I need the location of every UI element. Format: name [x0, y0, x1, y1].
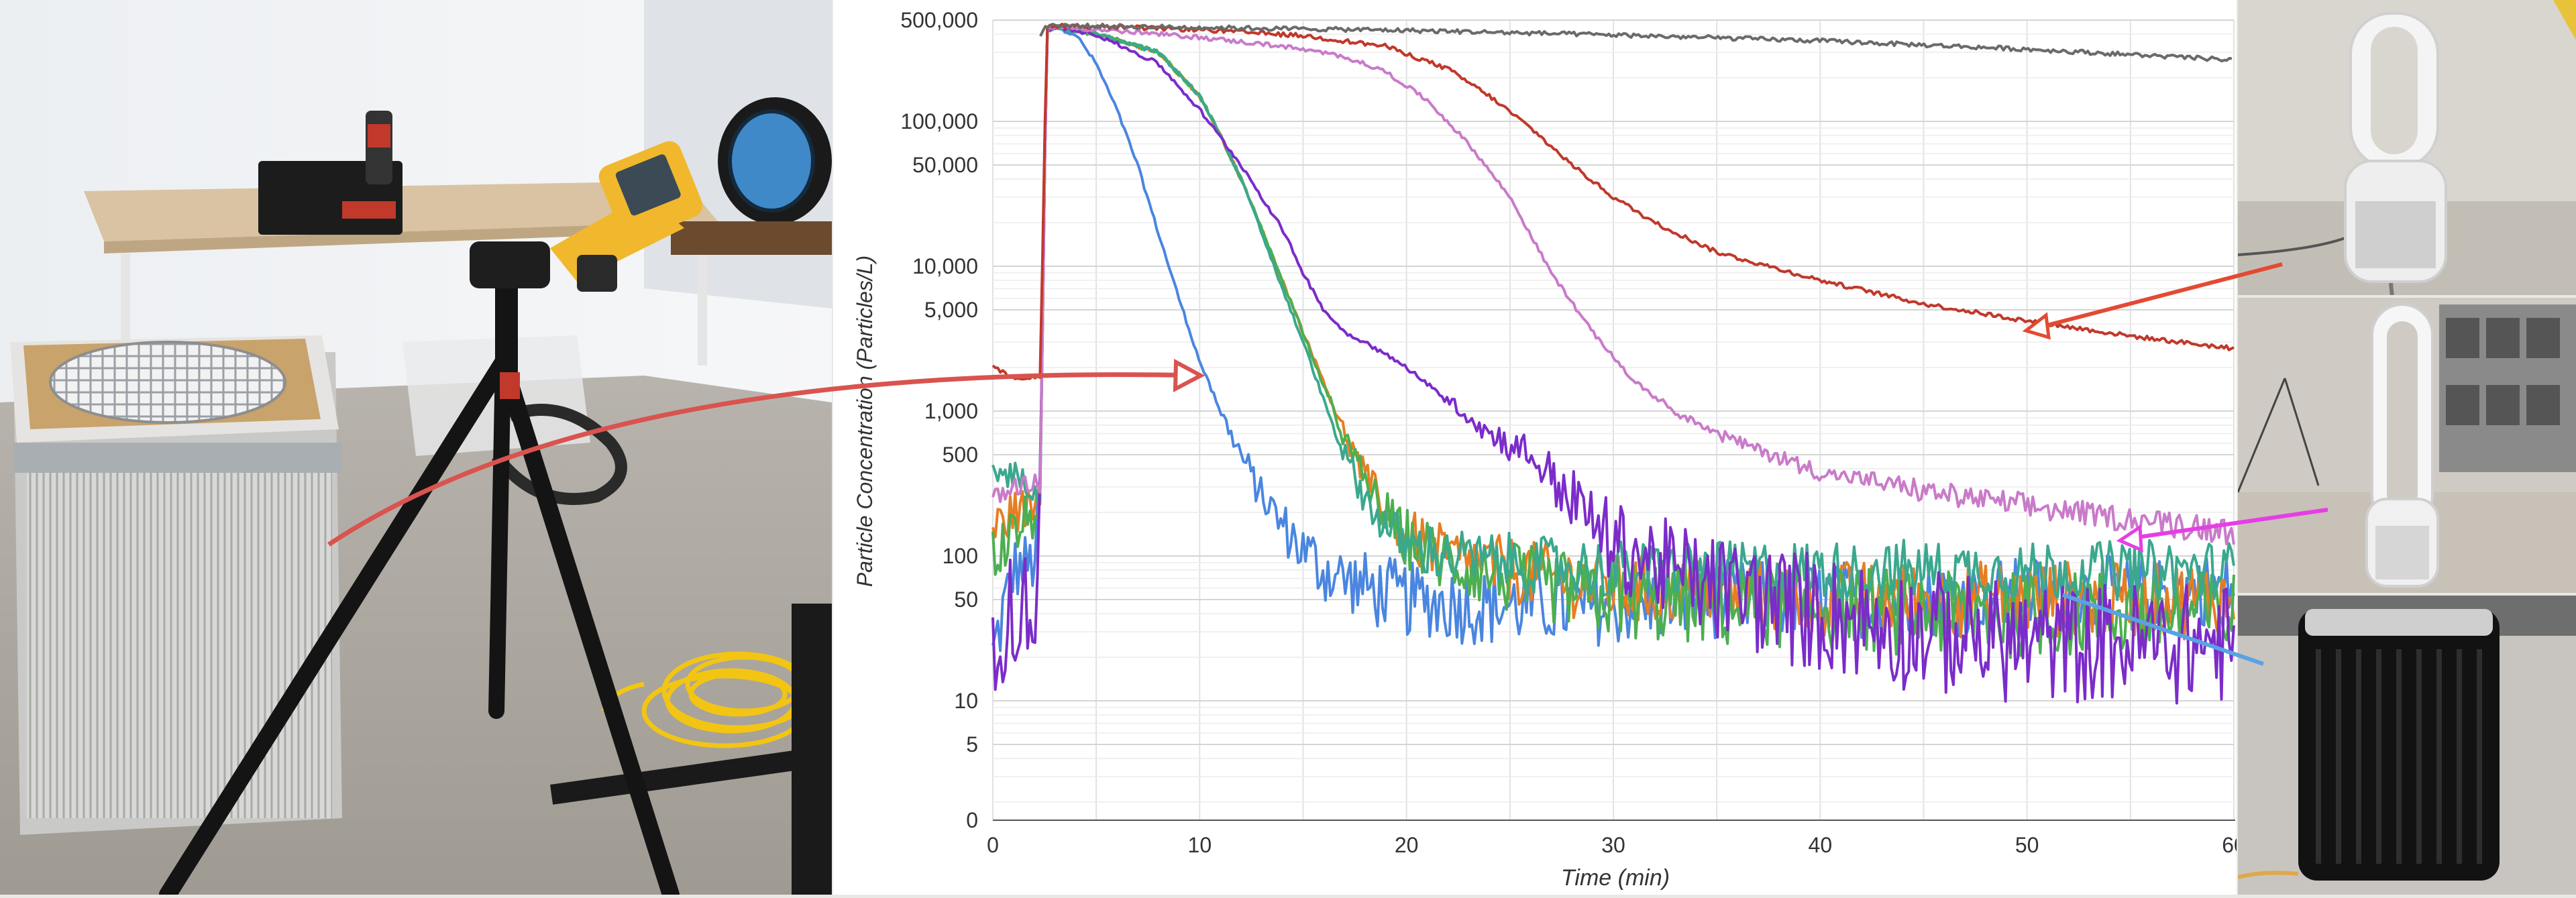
tower-purifier-photo-1: [2238, 0, 2576, 295]
y-tick-label: 50: [954, 587, 978, 612]
y-tick-label: 100,000: [900, 109, 978, 133]
black-box-purifier-illustration: [2238, 596, 2576, 895]
y-tick-label: 0: [966, 808, 978, 832]
x-tick-label: 40: [1809, 833, 1833, 857]
y-tick-label: 100: [943, 544, 978, 568]
y-tick-label: 1,000: [924, 399, 978, 423]
x-tick-labels: 0 10 20 30 40 50 60: [987, 833, 2246, 857]
y-tick-label: 500,000: [900, 8, 978, 32]
tower-fan-purifier-illustration-2: [2238, 298, 2576, 593]
x-tick-label: 60: [2222, 833, 2237, 857]
y-tick-label: 50,000: [912, 153, 978, 177]
series-line-6: [991, 24, 2235, 546]
series-line-8: [1039, 22, 2233, 62]
x-tick-label: 0: [987, 833, 999, 857]
y-tick-label: 500: [943, 443, 978, 467]
y-axis-label: Particle Concentration (Particles/L): [853, 256, 877, 587]
lab-setup-photo: [0, 0, 832, 895]
tower-purifier-photo-2: [2238, 298, 2576, 593]
chart-grid: [992, 19, 2235, 821]
x-axis-label: Time (min): [1561, 865, 1670, 891]
series-line-5: [991, 24, 2235, 705]
y-tick-label: 5: [966, 732, 978, 756]
lab-setup-illustration: [0, 0, 832, 895]
x-tick-label: 30: [1601, 833, 1625, 857]
y-tick-labels: 0 5 10 50 100 500 1,000 5,000 10,000 50,000 100,00…: [900, 8, 978, 832]
x-tick-label: 50: [2015, 833, 2039, 857]
x-tick-label: 10: [1188, 833, 1212, 857]
y-tick-label: 10,000: [912, 254, 978, 278]
y-tick-label: 5,000: [924, 298, 978, 322]
box-purifier-photo: [2238, 596, 2576, 895]
particle-concentration-chart: 0510501005001,0005,00010,00050,000100,00…: [853, 8, 2246, 891]
x-tick-label: 20: [1395, 833, 1419, 857]
y-tick-label: 10: [954, 689, 978, 713]
tower-fan-purifier-illustration: [2238, 0, 2576, 295]
chart-panel: 0 5 10 50 100 500 1,000 5,000 10,000 50,000 100,00…: [833, 0, 2246, 895]
